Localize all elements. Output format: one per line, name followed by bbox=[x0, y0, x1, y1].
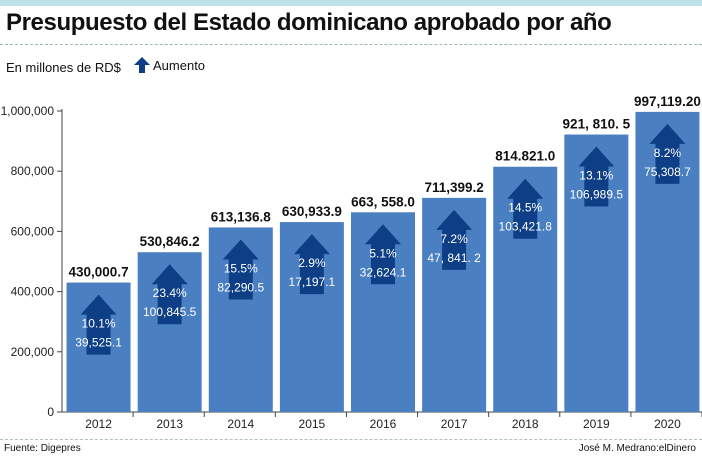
x-tick-label: 2012 bbox=[85, 417, 112, 431]
y-tick-label: 600,000 bbox=[11, 224, 55, 238]
increase-amount-label: 39,525.1 bbox=[75, 336, 122, 350]
data-label: 530,846.2 bbox=[140, 234, 200, 249]
data-label: 711,399.2 bbox=[424, 180, 483, 195]
source-note: Fuente: Digepres bbox=[4, 443, 81, 454]
increase-amount-label: 106,989.5 bbox=[570, 188, 624, 202]
legend-label: Aumento bbox=[153, 57, 206, 73]
x-tick-label: 2015 bbox=[299, 417, 326, 431]
increase-arrow-icon bbox=[365, 224, 401, 285]
legend: Aumento bbox=[134, 57, 205, 73]
credit-note: José M. Medrano:elDinero bbox=[578, 443, 696, 454]
increase-amount-label: 100,845.5 bbox=[143, 305, 197, 319]
x-tick-label: 2017 bbox=[441, 417, 468, 431]
increase-pct-label: 7.2% bbox=[440, 232, 468, 246]
y-tick-label: 400,000 bbox=[11, 285, 55, 299]
increase-pct-label: 15.5% bbox=[224, 261, 258, 275]
footer-divider bbox=[0, 439, 702, 440]
data-label: 430,000.7 bbox=[69, 265, 129, 280]
increase-pct-label: 13.1% bbox=[579, 169, 613, 183]
increase-amount-label: 17,197.1 bbox=[289, 275, 336, 289]
data-label: 921, 810. 5 bbox=[563, 117, 631, 132]
y-tick-label: 800,000 bbox=[11, 164, 55, 178]
increase-amount-label: 47, 841. 2 bbox=[427, 251, 481, 265]
increase-amount-label: 82,290.5 bbox=[217, 280, 264, 294]
y-tick-label: 200,000 bbox=[11, 345, 55, 359]
x-tick-label: 2020 bbox=[654, 417, 681, 431]
increase-arrow-icon bbox=[649, 123, 686, 184]
increase-arrow-icon bbox=[293, 234, 330, 295]
increase-pct-label: 8.2% bbox=[654, 146, 682, 160]
increase-amount-label: 75,308.7 bbox=[644, 165, 691, 179]
increase-arrow-icon bbox=[507, 178, 544, 239]
increase-arrow-icon bbox=[436, 209, 473, 270]
chart-title: Presupuesto del Estado dominicano aproba… bbox=[6, 9, 612, 36]
increase-amount-label: 103,421.8 bbox=[499, 220, 553, 234]
x-tick-label: 2016 bbox=[370, 417, 397, 431]
chart-subtitle: En millones de RD$ bbox=[6, 60, 121, 75]
y-tick-label: 1,000,000 bbox=[1, 104, 55, 118]
x-tick-label: 2013 bbox=[156, 417, 183, 431]
increase-arrow-icon bbox=[578, 146, 615, 207]
data-label: 663, 558.0 bbox=[351, 194, 415, 209]
up-arrow-icon bbox=[134, 57, 150, 73]
increase-arrow-icon bbox=[80, 294, 117, 355]
increase-pct-label: 10.1% bbox=[82, 317, 116, 331]
title-divider bbox=[0, 44, 702, 45]
increase-pct-label: 2.9% bbox=[298, 256, 326, 270]
increase-pct-label: 5.1% bbox=[369, 246, 397, 260]
increase-arrow-icon bbox=[222, 239, 259, 300]
increase-amount-label: 32,624.1 bbox=[360, 265, 407, 279]
x-tick-label: 2014 bbox=[227, 417, 254, 431]
data-label: 630,933.9 bbox=[282, 204, 342, 219]
data-label: 613,136.8 bbox=[211, 209, 272, 224]
increase-pct-label: 14.5% bbox=[508, 201, 542, 215]
increase-pct-label: 23.4% bbox=[153, 286, 187, 300]
bar-chart: 0 200,000 400,000 600,000 800,000 1,000,000 20… bbox=[1, 94, 702, 431]
data-label: 814.821.0 bbox=[495, 149, 555, 164]
x-tick-label: 2019 bbox=[583, 417, 610, 431]
header-band bbox=[0, 0, 702, 6]
y-tick-label: 0 bbox=[47, 405, 54, 419]
data-label: 997,119.20 bbox=[634, 94, 701, 109]
increase-arrow-icon bbox=[151, 264, 188, 325]
x-tick-label: 2018 bbox=[512, 417, 539, 431]
